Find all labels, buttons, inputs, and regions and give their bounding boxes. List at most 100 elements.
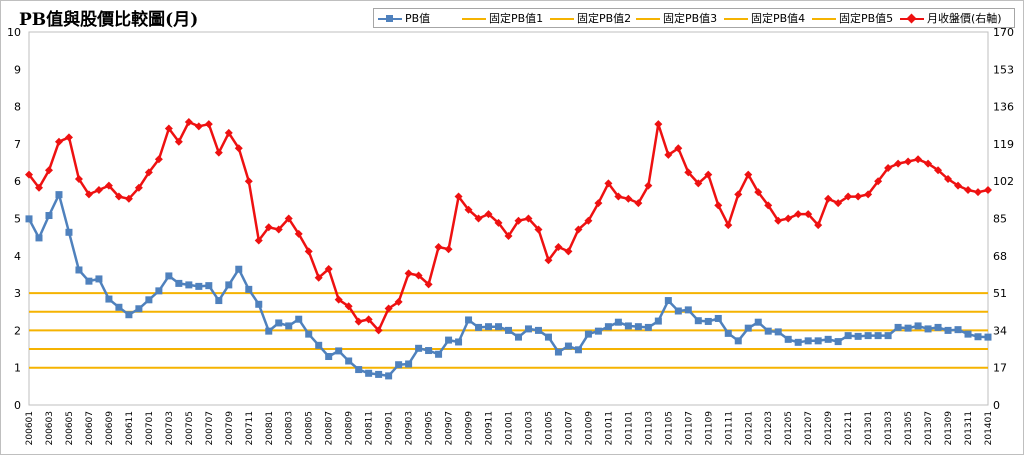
x-tick-label: 200809 — [345, 411, 355, 446]
x-tick-label: 201201 — [744, 411, 754, 445]
pb-point — [915, 322, 922, 329]
pb-point — [145, 296, 152, 303]
y-tick-label: 8 — [14, 101, 21, 114]
pb-point — [185, 281, 192, 288]
x-tick-label: 201003 — [524, 411, 534, 445]
y-tick-label: 1 — [14, 362, 21, 375]
x-tick-label: 201303 — [884, 411, 894, 445]
x-tick-label: 200703 — [165, 411, 175, 445]
price-point — [654, 120, 662, 128]
x-tick-label: 201001 — [505, 411, 515, 445]
x-tick-label: 201011 — [604, 411, 614, 445]
pb-point — [845, 332, 852, 339]
pb-point — [155, 287, 162, 294]
pb-point — [885, 332, 892, 339]
pb-point — [335, 347, 342, 354]
price-point — [205, 120, 213, 128]
x-tick-label: 201205 — [784, 411, 794, 445]
x-tick-label: 200601 — [25, 411, 35, 445]
x-tick-label: 200611 — [125, 411, 135, 445]
x-tick-label: 200603 — [45, 411, 55, 445]
price-point — [794, 210, 802, 218]
price-point — [65, 133, 73, 141]
pb-point — [805, 337, 812, 344]
price-point — [974, 188, 982, 196]
pb-point — [315, 342, 322, 349]
pb-point — [825, 336, 832, 343]
x-tick-label: 200705 — [185, 411, 195, 445]
x-tick-label: 201301 — [864, 411, 874, 445]
pb-point — [675, 308, 682, 315]
price-line — [29, 122, 988, 330]
pb-point — [275, 319, 282, 326]
pb-point — [125, 311, 132, 318]
price-point — [564, 247, 572, 255]
x-tick-label: 200701 — [145, 411, 155, 445]
pb-point — [115, 304, 122, 311]
price-point — [894, 160, 902, 168]
pb-point — [705, 318, 712, 325]
pb-point — [485, 323, 492, 330]
y2-tick-label: 17 — [993, 362, 1007, 375]
x-tick-label: 200811 — [365, 411, 375, 445]
pb-point — [395, 361, 402, 368]
pb-point — [985, 334, 992, 341]
x-tick-label: 201203 — [764, 411, 774, 445]
pb-point — [405, 360, 412, 367]
y2-tick-label: 119 — [993, 138, 1014, 151]
pb-point — [445, 337, 452, 344]
price-point — [914, 155, 922, 163]
x-tick-label: 201207 — [804, 411, 814, 445]
y-tick-label: 6 — [14, 175, 21, 188]
pb-point — [415, 345, 422, 352]
pb-point — [685, 306, 692, 313]
pb-point — [965, 331, 972, 338]
pb-point — [205, 282, 212, 289]
x-tick-label: 201209 — [824, 411, 834, 446]
pb-point — [755, 319, 762, 326]
pb-point — [55, 191, 62, 198]
pb-point — [245, 286, 252, 293]
pb-point — [945, 327, 952, 334]
y-tick-label: 3 — [14, 287, 21, 300]
price-point — [445, 245, 453, 253]
pb-point — [655, 318, 662, 325]
pb-point — [775, 328, 782, 335]
pb-point — [625, 322, 632, 329]
x-tick-label: 201105 — [664, 411, 674, 445]
x-tick-label: 201101 — [624, 411, 634, 445]
pb-point — [635, 323, 642, 330]
pb-point — [75, 266, 82, 273]
price-point — [964, 186, 972, 194]
price-point — [95, 186, 103, 194]
price-point — [904, 157, 912, 165]
x-tick-label: 201005 — [544, 411, 554, 445]
pb-point — [735, 337, 742, 344]
pb-point — [835, 338, 842, 345]
pb-point — [225, 281, 232, 288]
pb-point — [85, 278, 92, 285]
pb-point — [975, 333, 982, 340]
y2-tick-label: 102 — [993, 175, 1014, 188]
x-tick-label: 200911 — [485, 411, 495, 445]
pb-point — [905, 325, 912, 332]
pb-point — [595, 328, 602, 335]
x-tick-label: 201305 — [904, 411, 914, 445]
y2-tick-label: 153 — [993, 63, 1014, 76]
x-tick-label: 201111 — [724, 411, 734, 445]
pb-point — [495, 323, 502, 330]
x-tick-label: 200609 — [105, 411, 115, 446]
y-tick-label: 5 — [14, 213, 21, 226]
pb-point — [615, 319, 622, 326]
pb-point — [815, 337, 822, 344]
pb-point — [255, 301, 262, 308]
pb-point — [95, 275, 102, 282]
x-tick-label: 200907 — [445, 411, 455, 445]
x-tick-label: 200909 — [465, 411, 475, 446]
price-point — [854, 193, 862, 201]
pb-point — [895, 324, 902, 331]
pb-point — [855, 333, 862, 340]
pb-point — [235, 266, 242, 273]
pb-point — [345, 357, 352, 364]
